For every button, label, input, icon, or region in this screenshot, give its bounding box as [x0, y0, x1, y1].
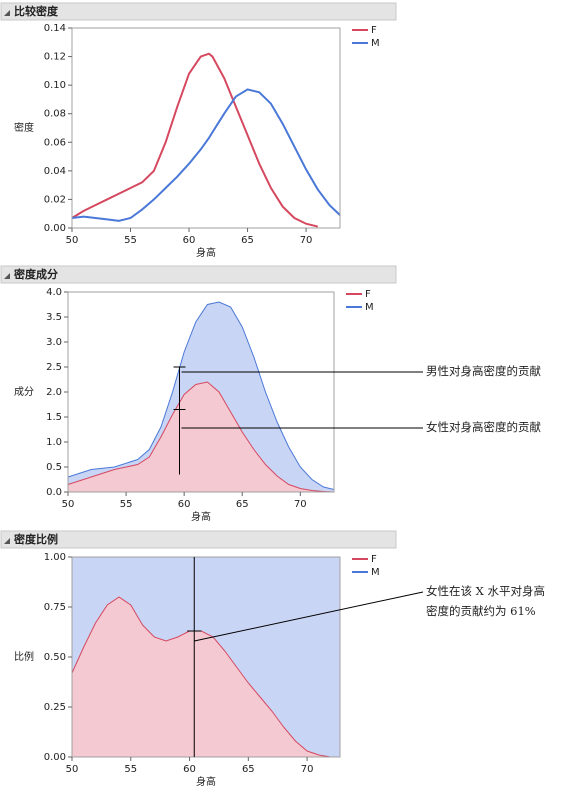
y-tick-label: 0.00 [44, 223, 66, 234]
x-tick-label: 60 [178, 499, 191, 510]
y-tick-label: 0.50 [44, 652, 66, 663]
y-tick-label: 1.5 [46, 412, 62, 423]
legend-label: F [371, 554, 377, 565]
disclosure-icon[interactable] [4, 273, 10, 279]
section-title: 密度比例 [14, 532, 58, 546]
y-tick-label: 0.02 [44, 194, 66, 205]
y-axis-label: 成分 [14, 386, 34, 398]
y-tick-label: 0.04 [44, 166, 66, 177]
section-header[interactable] [0, 265, 397, 284]
x-tick-label: 60 [183, 764, 196, 775]
area-edge [71, 596, 340, 758]
annotation: 女性对身高密度的贡献 [426, 420, 541, 434]
line [71, 88, 341, 222]
section-title: 比较密度 [14, 4, 59, 18]
x-tick-label: 65 [241, 235, 254, 246]
x-tick-label: 50 [66, 764, 79, 775]
legend-label: F [365, 289, 371, 300]
plot-frame [71, 27, 341, 229]
y-tick-label: 0.75 [44, 602, 66, 613]
legend-label: M [365, 302, 374, 313]
area [68, 382, 334, 492]
line [71, 52, 319, 228]
legend-label: F [371, 25, 377, 36]
y-tick-label: 0.00 [44, 752, 66, 763]
annotation: 男性对身高密度的贡献 [426, 364, 541, 378]
y-tick-label: 0.08 [44, 109, 66, 120]
x-axis-label: 身高 [196, 775, 216, 788]
x-tick-label: 65 [242, 764, 255, 775]
x-tick-label: 65 [236, 499, 249, 510]
legend-label: M [371, 567, 380, 578]
area [72, 597, 340, 757]
annotation: 女性在该 X 水平对身高 [426, 584, 545, 598]
area [72, 557, 340, 757]
y-tick-label: 0.10 [44, 80, 66, 91]
x-tick-label: 55 [124, 764, 137, 775]
x-tick-label: 60 [183, 235, 196, 246]
y-tick-label: 0.0 [46, 487, 62, 498]
legend-label: M [371, 38, 380, 49]
disclosure-icon[interactable] [4, 538, 10, 544]
y-tick-label: 0.5 [46, 462, 62, 473]
disclosure-icon[interactable] [4, 10, 10, 16]
section-header[interactable] [0, 530, 397, 549]
annotation-leader [194, 591, 424, 642]
x-tick-label: 50 [62, 499, 75, 510]
x-tick-label: 55 [120, 499, 133, 510]
y-tick-label: 1.0 [46, 437, 62, 448]
y-tick-label: 0.06 [44, 137, 66, 148]
x-tick-label: 55 [124, 235, 137, 246]
y-tick-label: 3.5 [46, 312, 62, 323]
x-tick-label: 70 [301, 764, 314, 775]
y-tick-label: 2.5 [46, 362, 62, 373]
x-tick-label: 50 [66, 235, 79, 246]
x-axis-label: 身高 [196, 246, 216, 259]
y-tick-label: 4.0 [46, 287, 62, 298]
y-axis-label: 比例 [14, 650, 34, 663]
area-edge [67, 301, 335, 490]
y-axis-label: 密度 [14, 121, 34, 134]
y-tick-label: 0.14 [44, 23, 66, 34]
section-title: 密度成分 [14, 267, 58, 281]
y-tick-label: 0.25 [44, 702, 66, 713]
annotation: 密度的贡献约为 61% [426, 604, 536, 618]
x-tick-label: 70 [300, 235, 313, 246]
y-tick-label: 3.0 [46, 337, 62, 348]
x-axis-label: 身高 [191, 510, 211, 523]
area-edge [67, 381, 335, 493]
y-tick-label: 2.0 [46, 387, 62, 398]
x-tick-label: 70 [294, 499, 307, 510]
area [68, 302, 334, 492]
y-tick-label: 1.00 [44, 552, 66, 563]
section-header[interactable] [0, 2, 397, 21]
y-tick-label: 0.12 [44, 52, 66, 63]
